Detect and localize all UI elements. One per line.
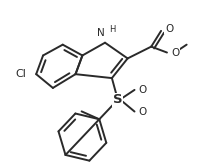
Text: O: O [165, 24, 173, 34]
Text: O: O [171, 48, 179, 57]
Text: Cl: Cl [15, 69, 26, 79]
Text: O: O [138, 85, 147, 95]
Text: N: N [97, 28, 105, 38]
Text: O: O [138, 107, 147, 117]
Text: H: H [109, 25, 115, 34]
Text: S: S [113, 93, 123, 106]
